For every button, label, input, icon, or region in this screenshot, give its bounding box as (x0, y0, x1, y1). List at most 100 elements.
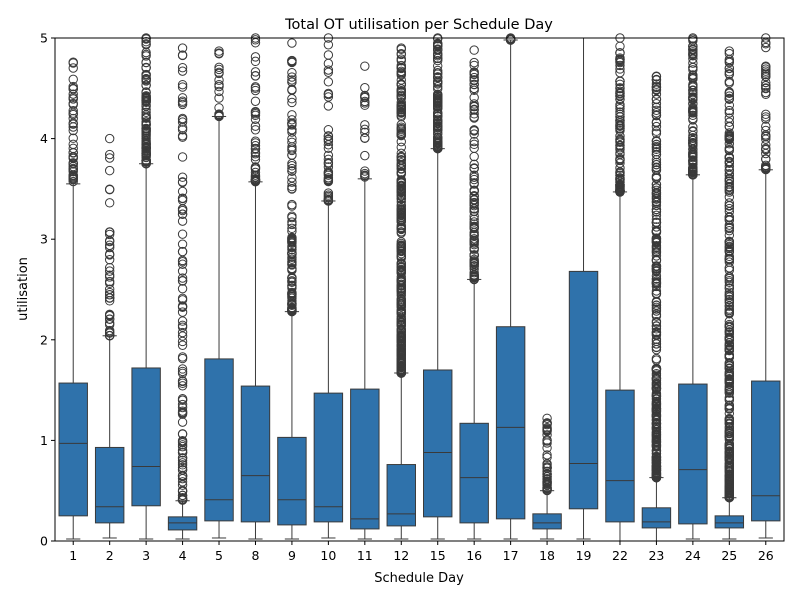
outlier-point (396, 148, 406, 158)
outlier-point (761, 83, 771, 94)
outlier-point (141, 88, 151, 98)
outlier-point (724, 462, 735, 472)
outliers (104, 133, 115, 341)
outliers (360, 61, 370, 182)
outlier-point (323, 40, 334, 50)
outlier-point (433, 79, 443, 89)
outlier-point (323, 58, 334, 69)
outlier-point (469, 217, 479, 227)
outlier-point (651, 455, 662, 466)
outlier-point (651, 155, 662, 165)
outlier-point (651, 263, 662, 274)
outlier-point (724, 341, 735, 351)
outlier-point (141, 127, 151, 138)
y-axis: 0 1 2 3 4 5 (40, 31, 55, 549)
box-iqr (459, 422, 489, 524)
outlier-point (396, 246, 406, 257)
outlier-point (396, 88, 406, 98)
outlier-point (469, 243, 479, 253)
outlier-point (651, 409, 662, 419)
outlier-point (287, 302, 297, 313)
outlier-point (360, 82, 370, 93)
outlier-point (724, 359, 735, 369)
outlier-point (396, 223, 406, 233)
outlier-point (287, 256, 297, 267)
outliers (761, 33, 771, 175)
outlier-point (724, 251, 735, 262)
box-iqr (568, 270, 599, 510)
outliers (287, 38, 297, 317)
outlier-point (177, 364, 188, 374)
outlier-point (433, 95, 443, 105)
outlier-point (141, 123, 151, 134)
outlier-point (651, 330, 662, 340)
outlier-point (214, 64, 224, 75)
outlier-point (177, 455, 188, 466)
outlier-point (287, 145, 297, 156)
outlier-point (761, 109, 771, 120)
outlier-point (688, 144, 698, 155)
y-tick-label: 3 (40, 232, 48, 247)
outlier-point (396, 275, 406, 286)
outlier-point (250, 71, 261, 81)
outlier-point (469, 221, 479, 232)
outlier-point (651, 451, 662, 461)
outlier-point (287, 241, 297, 251)
x-axis: 1 2 3 4 5 8 9 10 11 12 15 16 17 18 19 22 23 24 25 26 (69, 541, 774, 563)
outlier-point (469, 159, 479, 170)
outlier-point (761, 164, 771, 175)
outlier-point (761, 42, 771, 53)
outlier-point (141, 155, 151, 166)
outlier-point (724, 48, 735, 59)
outlier-point (469, 125, 479, 135)
outlier-point (68, 63, 78, 73)
outlier-point (761, 68, 771, 78)
outlier-point (396, 60, 406, 71)
outlier-point (396, 351, 406, 361)
box-group-day-4 (167, 43, 198, 540)
outlier-point (651, 266, 662, 277)
outlier-point (287, 272, 297, 283)
x-tick-label: 18 (539, 548, 555, 563)
outlier-point (433, 84, 443, 94)
outlier-point (469, 185, 479, 195)
outlier-point (651, 472, 662, 483)
box-iqr (714, 515, 745, 529)
outlier-point (469, 143, 479, 153)
outlier-point (433, 119, 443, 129)
x-tick-label: 25 (721, 548, 737, 563)
y-tick-label: 1 (40, 433, 48, 448)
outlier-point (177, 322, 188, 332)
box-group-day-19 (568, 38, 599, 540)
outlier-point (469, 206, 479, 216)
outlier-point (323, 154, 334, 164)
outlier-point (287, 244, 297, 255)
outlier-point (287, 161, 297, 171)
outlier-point (688, 147, 698, 158)
outlier-point (287, 124, 297, 135)
outlier-point (433, 72, 443, 82)
outlier-point (615, 186, 625, 197)
outlier-point (433, 109, 443, 119)
outlier-point (177, 99, 188, 110)
outlier-point (688, 122, 698, 132)
outlier-point (651, 336, 662, 346)
outlier-point (68, 99, 78, 110)
outlier-point (724, 301, 735, 311)
outlier-point (724, 91, 735, 101)
outlier-point (615, 54, 625, 65)
outlier-point (396, 43, 406, 53)
outlier-point (68, 109, 78, 120)
outlier-point (287, 184, 297, 194)
outlier-point (688, 49, 698, 59)
outlier-point (615, 60, 625, 71)
outlier-point (323, 196, 334, 206)
y-axis-label: utilisation (16, 257, 31, 321)
outlier-point (651, 369, 662, 379)
outlier-point (396, 302, 406, 312)
outlier-point (323, 65, 334, 75)
outlier-point (287, 260, 297, 270)
outlier-point (651, 274, 662, 284)
outlier-point (651, 400, 662, 410)
x-tick-label: 1 (69, 548, 77, 563)
